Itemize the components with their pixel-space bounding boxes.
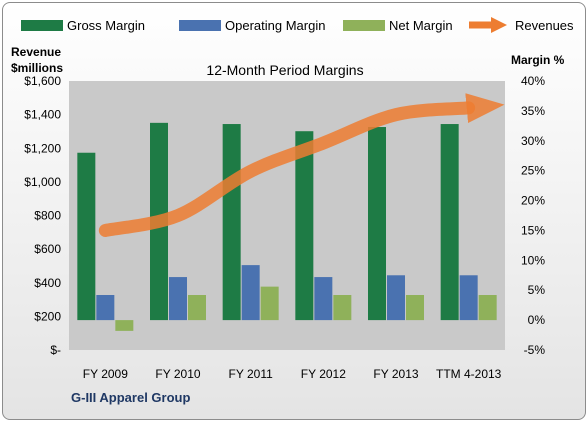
legend-label-operating-margin: Operating Margin [225, 18, 325, 33]
right-tick-label: 20% [521, 194, 545, 208]
left-tick-label: $- [50, 343, 61, 357]
bar-gross-margin [295, 131, 314, 321]
bar-operating-margin [387, 275, 405, 321]
right-axis-title: Margin % [511, 53, 565, 67]
legend-swatch-gross-margin [21, 20, 63, 31]
legend-label-revenues: Revenues [515, 18, 574, 33]
legend-swatch-arrowhead [491, 17, 507, 33]
right-tick-label: 40% [521, 74, 545, 88]
left-tick-label: $800 [34, 209, 61, 223]
legend-label-net-margin: Net Margin [389, 18, 453, 33]
left-axis-title-line2: $millions [11, 61, 63, 75]
left-tick-label: $1,200 [24, 141, 61, 155]
category-labels: FY 2009 FY 2010 FY 2011 FY 2012 FY 2013 TTM 4… [83, 367, 502, 381]
category-label: FY 2009 [83, 367, 128, 381]
left-tick-label: $400 [34, 276, 61, 290]
bar-net-margin [406, 295, 424, 321]
revenue-line-group [98, 93, 505, 237]
category-label: FY 2011 [229, 367, 274, 381]
left-tick-label: $1,600 [24, 74, 61, 88]
legend-swatch-net-margin [343, 20, 385, 31]
bar-operating-margin [459, 275, 478, 321]
right-tick-label: 30% [521, 134, 545, 148]
bar-gross-margin [222, 124, 241, 321]
category-label: TTM 4-2013 [436, 367, 502, 381]
left-tick-label: $1,400 [24, 108, 61, 122]
category-label: FY 2012 [301, 367, 346, 381]
chart-title: 12-Month Period Margins [206, 62, 363, 78]
bar-net-margin [333, 295, 352, 321]
line-revenues [98, 93, 505, 237]
category-label: FY 2010 [155, 367, 200, 381]
bar-net-margin [188, 295, 206, 321]
bar-net-margin [478, 295, 497, 321]
bar-operating-margin [241, 265, 260, 321]
bar-gross-margin [368, 127, 386, 321]
left-tick-label: $600 [34, 242, 61, 256]
right-tick-label: 35% [521, 104, 545, 118]
left-tick-label: $200 [34, 309, 61, 323]
legend-label-gross-margin: Gross Margin [67, 18, 145, 33]
bar-gross-margin [440, 124, 459, 321]
legend-swatch-operating-margin [179, 20, 221, 31]
legend: Gross Margin Operating Margin Net Margin Re… [21, 17, 574, 33]
right-axis-ticks: -5% 0% 5% 10% 15% 20% 25% 30% 35% 40% [521, 74, 545, 357]
right-tick-label: 5% [528, 283, 546, 297]
plot-area [69, 81, 505, 350]
left-tick-label: $1,000 [24, 175, 61, 189]
bar-operating-margin [169, 277, 187, 321]
left-axis-ticks: $- $200 $400 $600 $800 $1,000 $1,200 $1,400 $1,6… [24, 74, 61, 357]
left-axis-title-line1: Revenue [11, 45, 61, 59]
bars-group [77, 122, 497, 331]
right-tick-label: 10% [521, 253, 545, 267]
bar-net-margin [260, 286, 279, 321]
right-tick-label: 25% [521, 164, 545, 178]
chart-svg: 12-Month Period Margins Revenue $million… [11, 17, 574, 405]
right-tick-label: 15% [521, 223, 545, 237]
bar-gross-margin [77, 152, 96, 321]
bar-net-margin [115, 320, 134, 331]
category-label: FY 2013 [373, 367, 418, 381]
bar-operating-margin [96, 295, 115, 321]
bar-operating-margin [314, 277, 333, 321]
right-tick-label: 0% [528, 313, 546, 327]
right-tick-label: -5% [524, 343, 546, 357]
company-name-footer: G-III Apparel Group [71, 390, 190, 405]
